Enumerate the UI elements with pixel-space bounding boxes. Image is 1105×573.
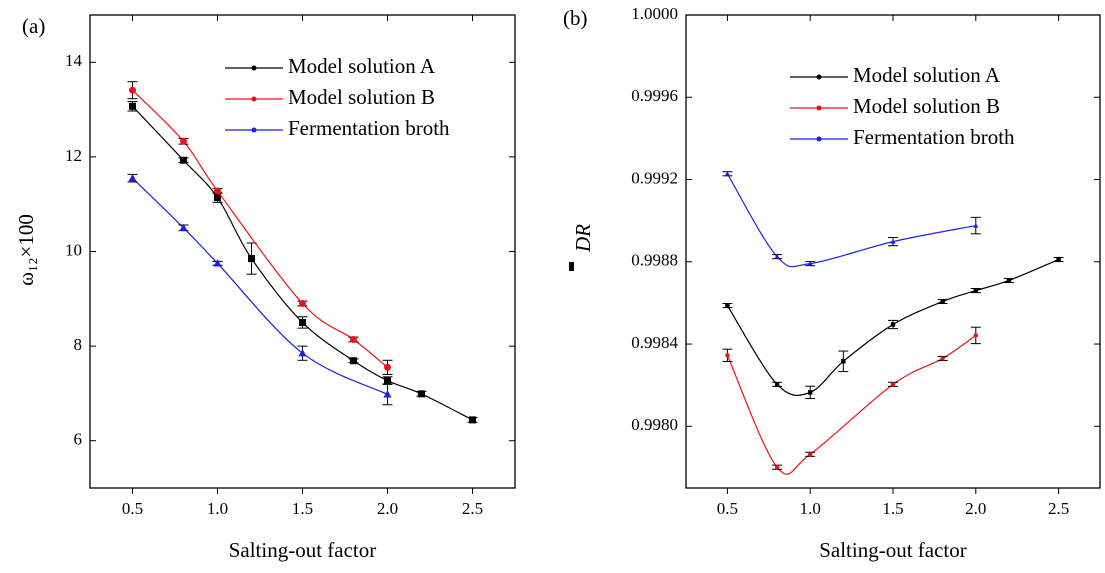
x-tick-label: 2.0 [377, 499, 398, 518]
y-axis-label: DR [571, 224, 595, 253]
legend-marker [251, 127, 257, 133]
marker [973, 222, 979, 228]
y-axis-label: ω₁₂×100 [14, 214, 38, 286]
marker [383, 390, 392, 398]
marker [973, 288, 978, 293]
legend-marker [816, 74, 822, 80]
y-tick-label: 0.9988 [631, 251, 678, 270]
legend-label: Fermentation broth [288, 116, 450, 140]
marker [350, 335, 357, 343]
x-tick-label: 2.5 [462, 499, 483, 518]
marker [774, 382, 780, 387]
marker [1006, 278, 1012, 283]
marker [298, 348, 307, 357]
marker [841, 359, 846, 364]
marker [299, 318, 306, 326]
marker [384, 377, 391, 385]
marker [179, 223, 188, 231]
marker [940, 299, 945, 304]
legend-label: Fermentation broth [853, 125, 1015, 149]
y-tick-label: 10 [65, 240, 82, 259]
marker [725, 353, 730, 358]
y-tick-label: 1.0000 [631, 4, 678, 23]
legend-label: Model solution B [288, 85, 435, 109]
marker [180, 156, 187, 164]
marker [180, 137, 187, 145]
y-tick-label: 0.9980 [631, 415, 678, 434]
marker [214, 194, 221, 202]
fit-line [132, 105, 473, 421]
legend-marker [251, 65, 257, 71]
marker [724, 171, 730, 176]
marker [774, 465, 780, 470]
marker [808, 390, 813, 395]
x-tick-label: 0.5 [717, 499, 738, 518]
fit-line [726, 173, 976, 268]
marker [128, 173, 137, 182]
legend-marker [251, 96, 257, 102]
marker [213, 259, 222, 267]
marker [973, 333, 978, 338]
marker [890, 238, 896, 244]
y-tick-label: 0.9992 [631, 168, 678, 187]
x-axis-label: Salting-out factor [819, 538, 967, 562]
y-tick-label: 8 [74, 335, 83, 354]
legend-label: Model solution A [288, 54, 436, 78]
x-tick-label: 2.5 [1048, 499, 1069, 518]
legend-label: Model solution A [853, 63, 1001, 87]
x-tick-label: 1.5 [882, 499, 903, 518]
marker [890, 322, 896, 327]
panel-label: (a) [22, 14, 45, 38]
marker [808, 452, 813, 457]
y-tick-label: 12 [65, 146, 82, 165]
marker [129, 102, 136, 110]
marker [469, 416, 476, 424]
marker [807, 260, 813, 266]
y-tick-label: 14 [65, 51, 83, 70]
legend-marker [816, 136, 822, 142]
marker [725, 303, 730, 308]
y-tick-label: 6 [74, 430, 83, 449]
legend-marker [816, 105, 822, 111]
marker [350, 357, 357, 365]
marker [129, 86, 136, 94]
panel-label: (b) [563, 6, 588, 30]
marker [774, 254, 780, 259]
marker [248, 255, 255, 263]
overbar [569, 262, 574, 271]
fit-line [132, 177, 388, 395]
x-tick-label: 1.0 [800, 499, 821, 518]
y-tick-label: 0.9996 [631, 86, 678, 105]
x-tick-label: 1.5 [292, 499, 313, 518]
x-tick-label: 2.0 [965, 499, 986, 518]
legend-label: Model solution B [853, 94, 1000, 118]
x-tick-label: 1.0 [207, 499, 228, 518]
marker [214, 187, 221, 195]
marker [890, 382, 896, 387]
marker [940, 356, 945, 361]
marker [418, 390, 425, 398]
marker [299, 300, 306, 308]
x-axis-label: Salting-out factor [229, 538, 377, 562]
marker [384, 363, 391, 371]
marker [1056, 257, 1061, 262]
y-tick-label: 0.9984 [631, 333, 678, 352]
x-tick-label: 0.5 [122, 499, 143, 518]
